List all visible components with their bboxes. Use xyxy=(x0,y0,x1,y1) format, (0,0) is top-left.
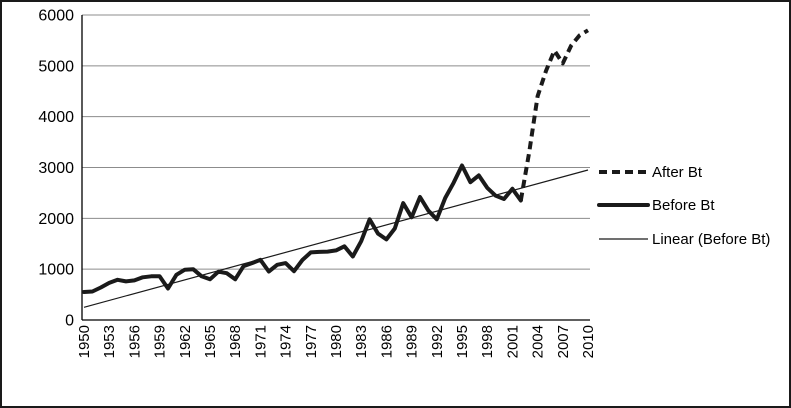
y-axis-tick-label: 3000 xyxy=(38,160,74,177)
x-axis-tick-label: 1995 xyxy=(454,325,471,358)
legend-item-after-bt: After Bt xyxy=(599,164,703,181)
y-axis-tick-label: 0 xyxy=(65,313,74,330)
series-line-before-bt xyxy=(82,163,523,294)
y-axis-tick-label: 5000 xyxy=(38,58,74,75)
x-axis-tick-label: 2007 xyxy=(555,325,572,358)
x-axis-tick-label: 1992 xyxy=(429,325,446,358)
x-axis-tick-label: 1959 xyxy=(152,325,169,358)
x-axis-tick-label: 1956 xyxy=(126,325,143,358)
x-axis-tick-label: 2001 xyxy=(504,325,521,358)
x-axis-tick-label: 1980 xyxy=(328,325,345,358)
legend-item-linear-before-bt-: Linear (Before Bt) xyxy=(599,231,770,248)
x-axis-tick-label: 1962 xyxy=(177,325,194,358)
x-axis-tick-label: 2004 xyxy=(530,325,547,358)
x-axis-tick-label: 1968 xyxy=(227,325,244,358)
y-axis-tick-label: 1000 xyxy=(38,262,74,279)
x-axis-tick-label: 1998 xyxy=(479,325,496,358)
y-axis-tick-label: 6000 xyxy=(38,8,74,25)
y-axis-tick-label: 4000 xyxy=(38,109,74,126)
x-axis-tick-label: 1950 xyxy=(76,325,93,358)
series-line-linear-before-bt- xyxy=(83,169,589,308)
series-line-after-bt xyxy=(518,28,590,201)
x-axis-tick-label: 1983 xyxy=(353,325,370,358)
x-axis-tick-label: 1989 xyxy=(404,325,421,358)
legend-label: Before Bt xyxy=(652,197,715,214)
legend-item-before-bt: Before Bt xyxy=(597,197,715,214)
legend-label: Linear (Before Bt) xyxy=(652,231,770,248)
x-axis-tick-label: 1965 xyxy=(202,325,219,358)
x-axis-tick-label: 2010 xyxy=(580,325,597,358)
x-axis-tick-label: 1986 xyxy=(378,325,395,358)
x-axis-tick-label: 1971 xyxy=(252,325,269,358)
legend-label: After Bt xyxy=(652,164,703,181)
x-axis-tick-label: 1977 xyxy=(303,325,320,358)
x-axis-tick-label: 1953 xyxy=(101,325,118,358)
x-axis-tick-label: 1974 xyxy=(278,325,295,358)
y-axis-tick-label: 2000 xyxy=(38,211,74,228)
